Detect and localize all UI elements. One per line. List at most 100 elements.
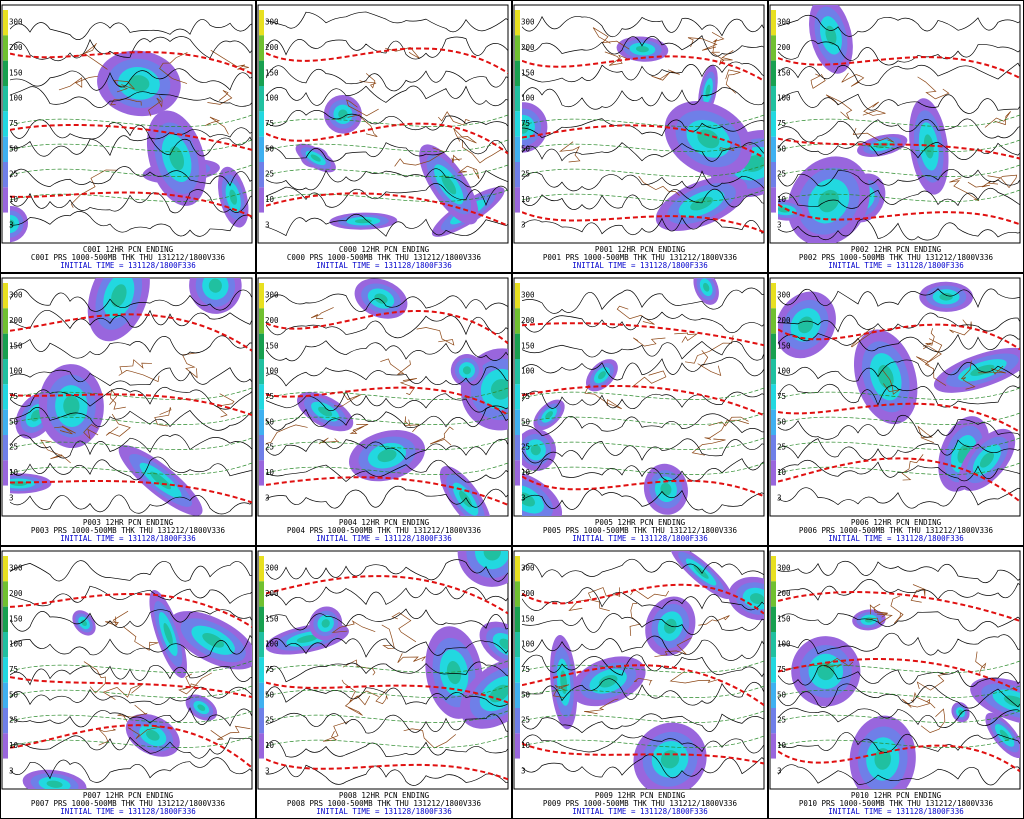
isobar	[10, 36, 252, 62]
colorbar-label: 25	[265, 170, 274, 179]
colorbar-label: 200	[777, 589, 791, 598]
isobar	[266, 110, 508, 131]
colorbar-segment	[515, 435, 520, 461]
map-panel: 300 200 150 100 75 50 25 10 3 P009 12HR PCN ENDIN…	[512, 546, 768, 819]
colorbar-segment	[259, 384, 264, 410]
colorbar-label: 25	[265, 716, 274, 725]
red-thickness-line	[522, 475, 764, 498]
colorbar-segment	[515, 682, 520, 708]
colorbar-segment	[259, 35, 264, 61]
colorbar-label: 300	[521, 18, 535, 27]
precip-area	[705, 84, 711, 98]
panel-top-label: P004 12HR PCN ENDING	[339, 518, 430, 527]
isobar	[778, 383, 1020, 408]
thickness-line	[778, 387, 1020, 400]
panel-initial-time: INITIAL TIME = 131128/1800F336	[828, 534, 964, 543]
colorbar-segment	[515, 556, 520, 582]
border-line	[725, 69, 741, 94]
colorbar-label: 200	[9, 43, 23, 52]
colorbar-label: 3	[521, 766, 526, 775]
panel-caption: P006 PRS 1000-500MB THK THU 131212/1800V…	[799, 526, 994, 535]
colorbar-label: 300	[777, 18, 791, 27]
red-thickness-line	[10, 393, 252, 416]
border-line	[375, 688, 388, 705]
border-line	[178, 672, 212, 695]
colorbar-segment	[771, 384, 776, 410]
border-line	[917, 425, 934, 443]
colorbar-label: 10	[265, 195, 275, 204]
colorbar-label: 150	[265, 68, 279, 77]
border-line	[697, 350, 722, 377]
border-line	[113, 80, 135, 93]
border-line	[453, 127, 477, 144]
precip-area	[798, 316, 814, 334]
border-line	[391, 612, 417, 643]
colorbar-label: 300	[777, 564, 791, 573]
colorbar-segment	[3, 333, 8, 359]
border-line	[910, 584, 926, 603]
border-line	[949, 177, 980, 202]
isobar	[778, 764, 1020, 786]
precip-area	[923, 134, 934, 159]
colorbar-label: 100	[265, 367, 279, 376]
colorbar-label: 100	[521, 94, 535, 103]
colorbar-label: 75	[265, 665, 274, 674]
isobar	[522, 188, 764, 210]
border-line	[323, 721, 349, 742]
colorbar-label: 100	[9, 94, 23, 103]
colorbar-segment	[259, 758, 264, 784]
precip-area	[310, 154, 321, 162]
border-line	[711, 50, 734, 66]
colorbar-label: 25	[777, 716, 786, 725]
isobar	[778, 169, 1020, 187]
panel-caption: C000 PRS 1000-500MB THK THU 131212/1800V…	[287, 253, 482, 262]
colorbar-label: 50	[9, 690, 19, 699]
colorbar-label: 150	[265, 341, 279, 350]
thickness-line	[10, 735, 252, 748]
isobar	[266, 661, 508, 683]
isobar	[522, 713, 764, 734]
thickness-line	[522, 660, 764, 673]
colorbar-label: 3	[521, 493, 526, 502]
colorbar-segment	[771, 308, 776, 334]
colorbar-segment	[515, 187, 520, 213]
isobar	[778, 485, 1020, 509]
border-line	[159, 52, 188, 84]
panel-initial-time: INITIAL TIME = 131128/1800F336	[316, 261, 452, 270]
thickness-line	[778, 710, 1020, 723]
colorbar-segment	[3, 308, 8, 334]
red-thickness-line	[266, 386, 508, 416]
precip-area	[318, 406, 333, 417]
panel-caption: P002 PRS 1000-500MB THK THU 131212/1800V…	[799, 253, 994, 262]
colorbar-label: 300	[9, 564, 23, 573]
panel-top-label: P009 12HR PCN ENDING	[595, 791, 686, 800]
border-line	[975, 651, 987, 676]
precip-area	[111, 284, 127, 308]
precip-area	[377, 449, 397, 463]
border-line	[341, 679, 379, 703]
border-line	[651, 69, 680, 81]
isobar	[522, 413, 764, 436]
border-line	[54, 425, 76, 435]
precip-area	[446, 660, 462, 685]
isobar	[522, 438, 764, 464]
isobar	[778, 138, 1020, 160]
colorbar-label: 25	[521, 443, 530, 452]
border-line	[210, 49, 249, 70]
colorbar-label: 300	[265, 564, 279, 573]
border-line	[105, 413, 131, 437]
precip-area	[490, 379, 508, 400]
isobar	[778, 187, 1020, 209]
colorbar-segment	[3, 606, 8, 632]
thickness-line	[522, 387, 764, 400]
colorbar-segment	[3, 111, 8, 137]
isobar	[778, 611, 1020, 632]
border-line	[616, 305, 655, 325]
precip-area	[354, 219, 372, 224]
border-line	[698, 615, 730, 626]
precip-area	[208, 278, 222, 293]
precip-area	[338, 109, 348, 120]
colorbar-segment	[259, 60, 264, 86]
colorbar-segment	[515, 606, 520, 632]
colorbar-segment	[3, 758, 8, 784]
